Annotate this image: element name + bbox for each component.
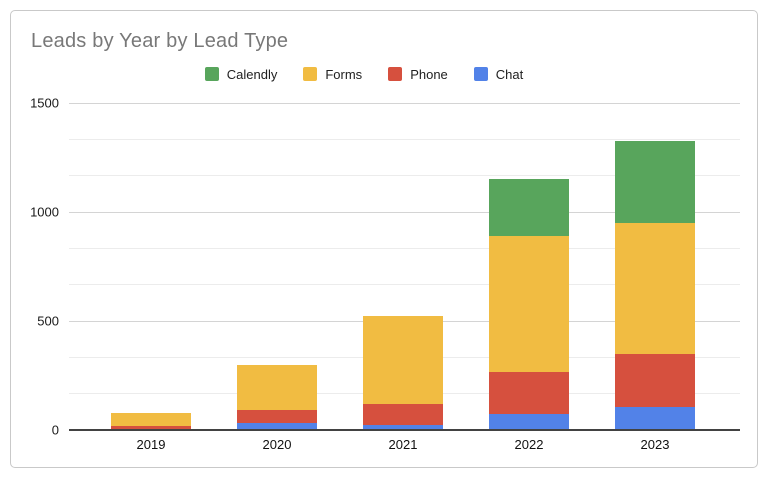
legend-swatch-phone-icon [388,67,403,81]
x-axis-line [69,429,740,431]
bar-2022 [489,179,569,430]
x-axis-label-2022: 2022 [514,437,544,452]
bar-segment-chat-2023[interactable] [615,407,695,430]
x-axis-label-2021: 2021 [388,437,418,452]
bar-segment-calendly-2023[interactable] [615,141,695,223]
legend-item-forms[interactable]: Forms [303,67,362,82]
bar-segment-calendly-2022[interactable] [489,179,569,236]
bar-segment-phone-2021[interactable] [363,403,443,425]
gridline-major [69,211,740,213]
gridline-minor [69,138,740,140]
legend-item-chat[interactable]: Chat [473,66,524,82]
gridline-minor [69,284,740,286]
legend-label-calendly: Calendly [226,66,278,82]
gridline-major [69,102,740,104]
y-axis-label-500: 500 [37,313,59,329]
bar-segment-forms-2019[interactable] [111,412,191,426]
bar-segment-chat-2021[interactable] [363,424,443,430]
bar-segment-forms-2021[interactable] [363,315,443,404]
bar-2019 [111,412,191,430]
bar-segment-chat-2022[interactable] [489,413,569,430]
legend-label-forms: Forms [325,66,363,82]
legend-item-calendly[interactable]: Calendly [204,66,278,82]
y-axis-label-1000: 1000 [30,204,59,220]
bar-segment-forms-2023[interactable] [615,222,695,354]
bar-segment-forms-2020[interactable] [237,364,317,411]
legend-swatch-forms-icon [303,67,318,81]
legend-item-phone[interactable]: Phone [388,67,448,82]
chart-legend: Calendly Forms Phone Chat [0,64,737,84]
y-axis-label-0: 0 [51,422,59,438]
bar-segment-forms-2022[interactable] [489,236,569,373]
x-axis-label-2019: 2019 [136,437,166,452]
bar-segment-phone-2022[interactable] [489,372,569,414]
plot-area [69,102,740,431]
gridline-minor [69,247,740,249]
bar-segment-phone-2020[interactable] [237,410,317,424]
legend-label-chat: Chat [495,66,524,82]
legend-label-phone: Phone [410,66,448,82]
gridline-minor [69,175,740,177]
bar-2023 [615,141,695,430]
x-axis-label-2020: 2020 [262,437,292,452]
bar-2021 [363,315,443,430]
x-axis-label-2023: 2023 [640,437,670,452]
legend-swatch-calendly-icon [204,67,219,81]
chart-card: Leads by Year by Lead Type Calendly Forms… [10,10,758,468]
bar-2020 [237,364,317,430]
legend-swatch-chat-icon [473,67,488,81]
chart-title: Leads by Year by Lead Type [31,30,289,52]
bar-segment-chat-2020[interactable] [237,423,317,430]
y-axis-label-1500: 1500 [30,95,59,111]
bar-segment-phone-2019[interactable] [111,425,191,430]
bar-segment-phone-2023[interactable] [615,353,695,408]
